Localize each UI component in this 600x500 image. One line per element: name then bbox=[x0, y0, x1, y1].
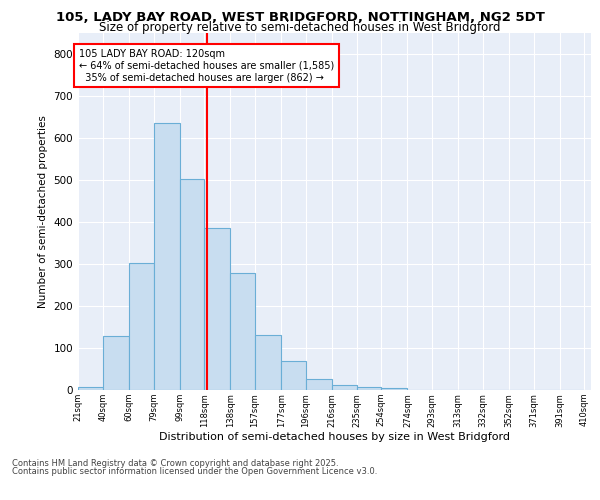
Bar bbox=[356, 386, 382, 390]
Bar bbox=[382, 388, 407, 390]
Bar bbox=[78, 386, 103, 390]
Text: 105 LADY BAY ROAD: 120sqm
← 64% of semi-detached houses are smaller (1,585)
  35: 105 LADY BAY ROAD: 120sqm ← 64% of semi-… bbox=[79, 50, 335, 82]
Bar bbox=[281, 360, 306, 390]
Bar bbox=[204, 228, 230, 390]
Bar bbox=[129, 263, 154, 390]
Y-axis label: Number of semi-detached properties: Number of semi-detached properties bbox=[38, 115, 48, 308]
Bar bbox=[103, 336, 129, 390]
Text: Contains HM Land Registry data © Crown copyright and database right 2025.: Contains HM Land Registry data © Crown c… bbox=[12, 458, 338, 468]
Bar bbox=[306, 380, 332, 390]
Text: 105, LADY BAY ROAD, WEST BRIDGFORD, NOTTINGHAM, NG2 5DT: 105, LADY BAY ROAD, WEST BRIDGFORD, NOTT… bbox=[56, 11, 544, 24]
Bar bbox=[332, 386, 356, 390]
X-axis label: Distribution of semi-detached houses by size in West Bridgford: Distribution of semi-detached houses by … bbox=[159, 432, 510, 442]
Text: Contains public sector information licensed under the Open Government Licence v3: Contains public sector information licen… bbox=[12, 467, 377, 476]
Bar bbox=[179, 179, 204, 390]
Bar bbox=[230, 273, 255, 390]
Text: Size of property relative to semi-detached houses in West Bridgford: Size of property relative to semi-detach… bbox=[99, 21, 501, 34]
Bar bbox=[154, 122, 179, 390]
Bar bbox=[255, 336, 281, 390]
